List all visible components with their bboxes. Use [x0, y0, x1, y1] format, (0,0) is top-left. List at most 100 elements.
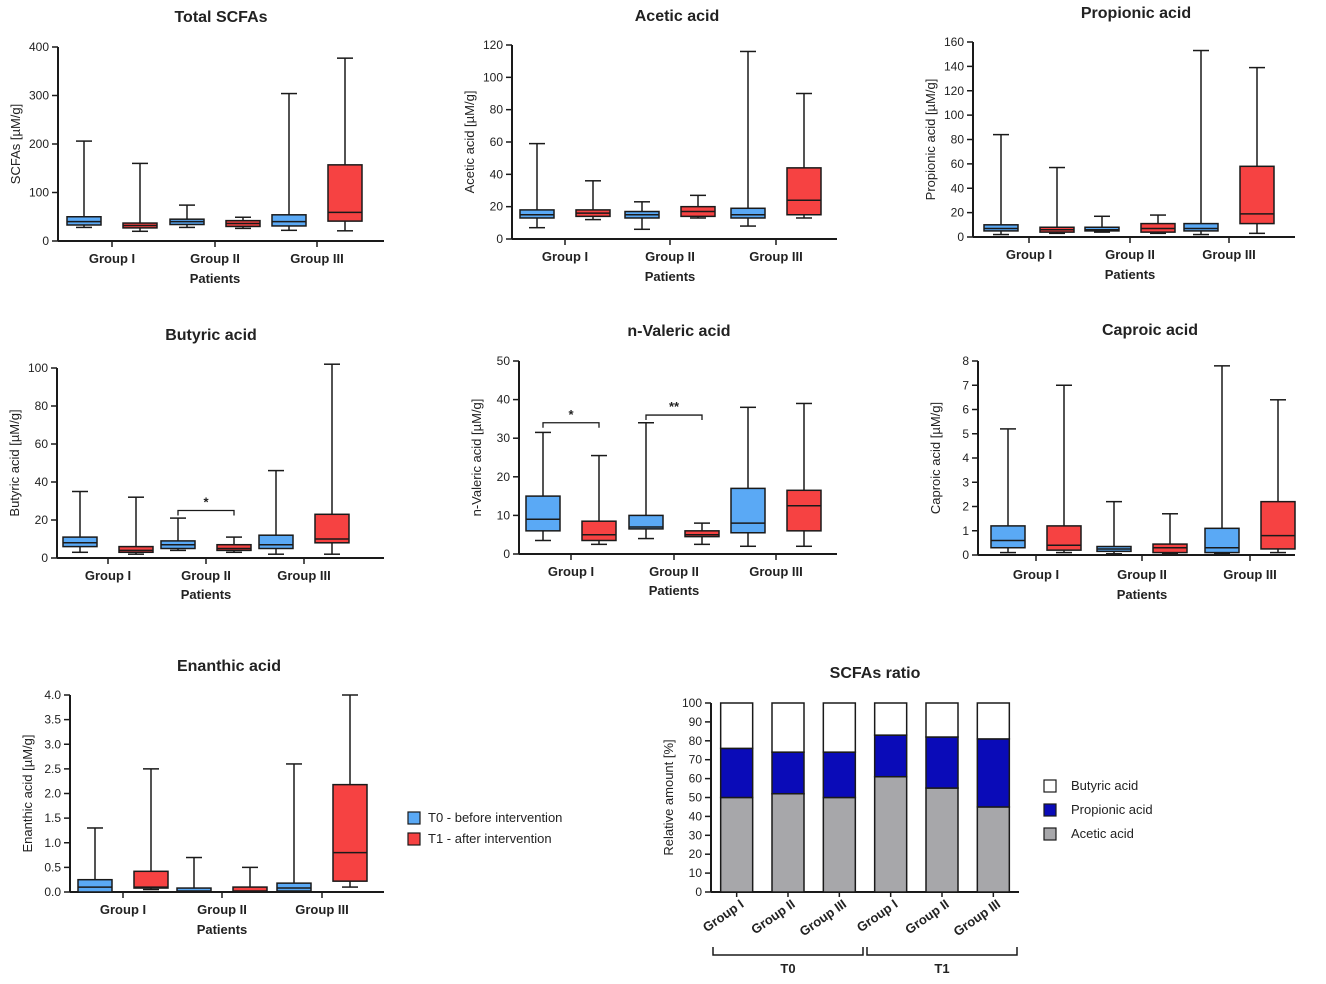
- y-tick-label: 30: [497, 431, 511, 445]
- y-tick-label: 50: [689, 791, 703, 805]
- box-t1: [232, 866, 268, 893]
- y-tick-label: 3.0: [44, 737, 61, 751]
- category-label: Group I: [100, 902, 146, 917]
- y-tick-label: 0: [496, 232, 503, 246]
- box-t0: [519, 142, 555, 229]
- y-tick-label: 0: [695, 885, 702, 899]
- box-t0: [66, 140, 102, 229]
- legend-swatch: [1043, 827, 1057, 841]
- box-iqr: [1260, 500, 1296, 550]
- category-label: Group II: [645, 249, 695, 264]
- y-tick-label: 7: [962, 378, 969, 392]
- category-label: Group III: [1223, 567, 1276, 582]
- category-label: Group III: [749, 249, 802, 264]
- box-t0: [176, 856, 212, 893]
- y-tick-label: 0.5: [44, 860, 61, 874]
- box-iqr: [258, 534, 294, 550]
- box-iqr: [581, 520, 617, 542]
- timepoint-bracket: [712, 947, 864, 956]
- chart-title: Acetic acid: [635, 8, 719, 25]
- box-iqr: [1183, 222, 1219, 232]
- category-label: Group II: [1117, 567, 1167, 582]
- y-tick-label: 4: [962, 451, 969, 465]
- y-tick-label: 6: [962, 403, 969, 417]
- box-iqr: [1239, 165, 1275, 225]
- box-iqr: [1204, 527, 1240, 554]
- y-tick-label: 80: [951, 133, 965, 147]
- box-t1: [133, 768, 169, 891]
- y-tick-label: 2: [962, 500, 969, 514]
- chart-title: Caproic acid: [1102, 322, 1198, 339]
- bar-segment-butyric-acid: [873, 702, 908, 736]
- significance-bracket: [177, 509, 235, 516]
- bar-segment-propionic-acid: [925, 736, 959, 789]
- y-tick-label: 40: [497, 393, 511, 407]
- y-tick-label: 90: [689, 715, 703, 729]
- legend-label: Acetic acid: [1071, 826, 1134, 841]
- y-tick-label: 0: [41, 551, 48, 565]
- y-tick-label: 140: [944, 59, 964, 73]
- significance-marker: **: [669, 399, 680, 414]
- box-t1: [216, 536, 252, 554]
- y-tick-label: 60: [689, 772, 703, 786]
- category-label: Group II: [1105, 247, 1155, 262]
- y-tick-label: 100: [944, 108, 964, 122]
- box-t1: [314, 363, 350, 555]
- y-tick-label: 20: [35, 513, 49, 527]
- y-tick-label: 40: [951, 181, 965, 195]
- significance-bracket: [542, 422, 600, 428]
- category-label: Group I: [542, 249, 588, 264]
- chart-title: Propionic acid: [1081, 5, 1191, 22]
- box-t0: [77, 827, 113, 893]
- y-axis-label: Propionic acid [µM/g]: [923, 79, 938, 201]
- category-label: Group II: [649, 564, 699, 579]
- y-tick-label: 20: [490, 200, 504, 214]
- significance-marker: *: [568, 407, 574, 422]
- y-tick-label: 80: [490, 103, 504, 117]
- chart-valeric: n-Valeric acid 0 10 20 30 40 50 n-Valeric acid …: [469, 323, 837, 598]
- bar-segment-butyric-acid: [976, 702, 1011, 740]
- bar-segment-propionic-acid: [873, 734, 908, 778]
- box-t1: [575, 180, 611, 221]
- y-tick-label: 200: [29, 137, 49, 151]
- y-tick-label: 60: [490, 135, 504, 149]
- box-iqr: [133, 870, 169, 889]
- bar-segment-acetic-acid: [925, 787, 959, 893]
- category-label: Group I: [700, 896, 746, 935]
- ratio-legend: Butyric acid Propionic acid Acetic acid: [1043, 778, 1153, 841]
- significance-marker: *: [203, 495, 209, 510]
- box-t1: [684, 522, 720, 546]
- y-tick-label: 100: [28, 361, 48, 375]
- legend-swatch: [1043, 803, 1057, 817]
- bar-segment-acetic-acid: [822, 796, 857, 893]
- box-iqr: [519, 209, 555, 219]
- box-t0: [983, 133, 1019, 236]
- y-tick-label: 1: [962, 524, 969, 538]
- box-iqr: [990, 525, 1026, 549]
- y-tick-label: 20: [689, 847, 703, 861]
- category-label: Group III: [295, 902, 348, 917]
- box-t1: [1152, 513, 1188, 555]
- box-t0: [1183, 49, 1219, 236]
- category-label: Group III: [951, 896, 1003, 939]
- bar-segment-acetic-acid: [976, 806, 1011, 893]
- y-tick-label: 100: [483, 70, 503, 84]
- y-tick-label: 3.5: [44, 713, 61, 727]
- bar-segment-butyric-acid: [771, 702, 805, 753]
- y-tick-label: 160: [944, 35, 964, 49]
- box-iqr: [525, 495, 561, 532]
- y-tick-label: 80: [35, 399, 49, 413]
- x-axis-label: Patients: [197, 922, 248, 937]
- x-axis-label: Patients: [1105, 267, 1156, 282]
- y-tick-label: 1.0: [44, 836, 61, 850]
- category-label: Group II: [902, 896, 951, 937]
- y-tick-label: 100: [29, 186, 49, 200]
- category-label: Group II: [748, 896, 797, 937]
- y-tick-label: 0: [957, 230, 964, 244]
- chart-title: n-Valeric acid: [627, 323, 730, 340]
- y-tick-label: 50: [497, 354, 511, 368]
- box-iqr: [276, 882, 312, 892]
- box-t0: [160, 517, 196, 552]
- box-iqr: [118, 545, 154, 554]
